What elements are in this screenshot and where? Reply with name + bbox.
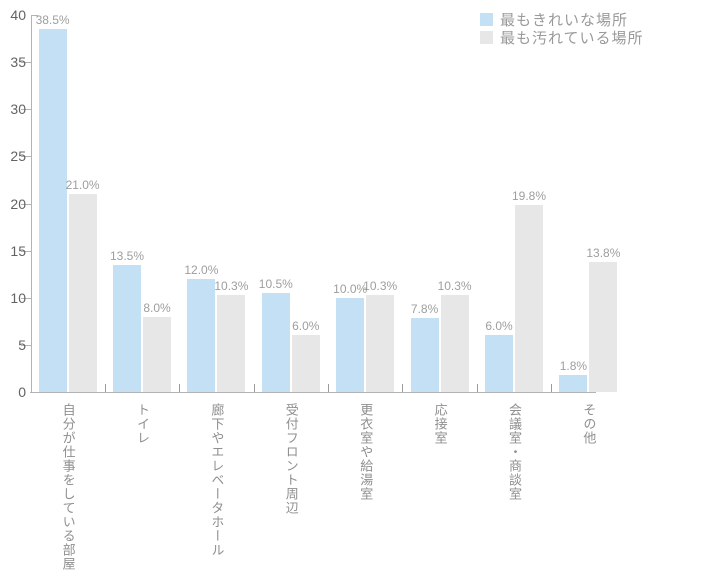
bar-value-label: 10.3% — [437, 278, 472, 293]
y-axis-line — [31, 15, 32, 392]
bar-value-label: 1.8% — [559, 359, 588, 374]
x-axis-tick — [551, 384, 553, 392]
bar-s2-c3 — [217, 294, 246, 392]
bar-s2-c6 — [440, 294, 469, 392]
y-axis-tick-label: 40 — [10, 7, 26, 23]
bar-s1-c2 — [113, 264, 141, 392]
x-category-label: 更衣室や給湯室 — [358, 403, 374, 501]
y-axis-tick-label: 20 — [10, 195, 26, 212]
x-category-label: 応接室 — [432, 403, 448, 445]
bar-s1-c4 — [261, 293, 290, 392]
y-axis-tick — [21, 297, 31, 299]
y-axis-tick-label: 5 — [18, 336, 26, 353]
y-axis-tick — [21, 156, 31, 158]
bar-value-label: 10.3% — [363, 278, 398, 293]
y-axis-tick — [21, 344, 31, 346]
y-axis-tick-label: 35 — [10, 54, 26, 71]
bar-s2-c1 — [68, 194, 97, 392]
legend-label-dirtiest: 最も汚れている場所 — [500, 29, 644, 47]
y-axis-tick — [21, 203, 31, 205]
bar-value-label: 6.0% — [485, 319, 513, 334]
bar-s2-c8 — [589, 261, 618, 392]
bar-value-label: 6.0% — [292, 319, 320, 334]
bar-s2-c7 — [515, 205, 543, 392]
bar-s1-c1 — [38, 29, 67, 392]
bar-s2-c4 — [291, 335, 320, 392]
bar-value-label: 7.8% — [410, 302, 439, 317]
legend: 最もきれいな場所 最も汚れている場所 — [480, 10, 644, 47]
bar-s1-c8 — [559, 375, 588, 392]
y-axis-tick — [21, 62, 31, 64]
legend-item-cleanest: 最もきれいな場所 — [480, 10, 644, 29]
bar-value-label: 10.3% — [214, 278, 249, 293]
legend-label-cleanest: 最もきれいな場所 — [500, 11, 629, 29]
bar-value-label: 13.8% — [586, 245, 621, 260]
legend-swatch-cleanest-icon — [480, 12, 493, 26]
y-axis-tick — [21, 250, 31, 252]
legend-item-dirtiest: 最も汚れている場所 — [480, 28, 644, 47]
bar-s2-c2 — [143, 316, 171, 392]
bar-value-label: 21.0% — [65, 178, 100, 193]
bar-s1-c6 — [410, 318, 439, 392]
bar-value-label: 10.5% — [258, 277, 293, 292]
x-category-label: トイレ — [135, 403, 150, 445]
bar-value-label: 10.0% — [333, 281, 368, 296]
bar-value-label: 8.0% — [143, 300, 171, 315]
bar-value-label: 19.8% — [511, 189, 547, 204]
x-category-label: その他 — [581, 403, 597, 445]
y-axis-tick-label: 15 — [10, 242, 26, 259]
x-axis-tick — [179, 384, 181, 392]
x-category-label: 受付フロント周辺 — [283, 403, 299, 515]
x-axis-line — [30, 392, 597, 393]
y-axis-cap-tick — [32, 15, 38, 16]
bar-s1-c3 — [187, 278, 216, 392]
bar-s2-c5 — [366, 294, 395, 392]
bar-s1-c5 — [336, 297, 365, 392]
bar-s1-c7 — [485, 335, 513, 392]
y-axis-tick-label: 10 — [10, 289, 26, 306]
y-axis-tick — [21, 109, 31, 111]
x-axis-tick — [253, 384, 255, 392]
x-category-label: 廊下やエレベータホール — [209, 403, 225, 557]
x-axis-tick — [104, 384, 106, 392]
x-category-label: 自分が仕事をしている部屋 — [60, 403, 76, 571]
x-axis-tick — [476, 384, 478, 392]
x-axis-tick — [402, 384, 404, 392]
y-axis-tick-label: 0 — [18, 384, 26, 400]
bar-value-label: 12.0% — [184, 262, 219, 277]
x-category-label: 会議室・商談室 — [507, 403, 522, 501]
legend-swatch-dirtiest-icon — [480, 30, 493, 44]
bar-value-label: 13.5% — [109, 248, 145, 263]
y-axis-tick-label: 30 — [10, 101, 26, 118]
y-axis-tick-label: 25 — [10, 148, 26, 165]
x-axis-tick — [328, 384, 329, 392]
bar-value-label: 38.5% — [35, 13, 70, 28]
